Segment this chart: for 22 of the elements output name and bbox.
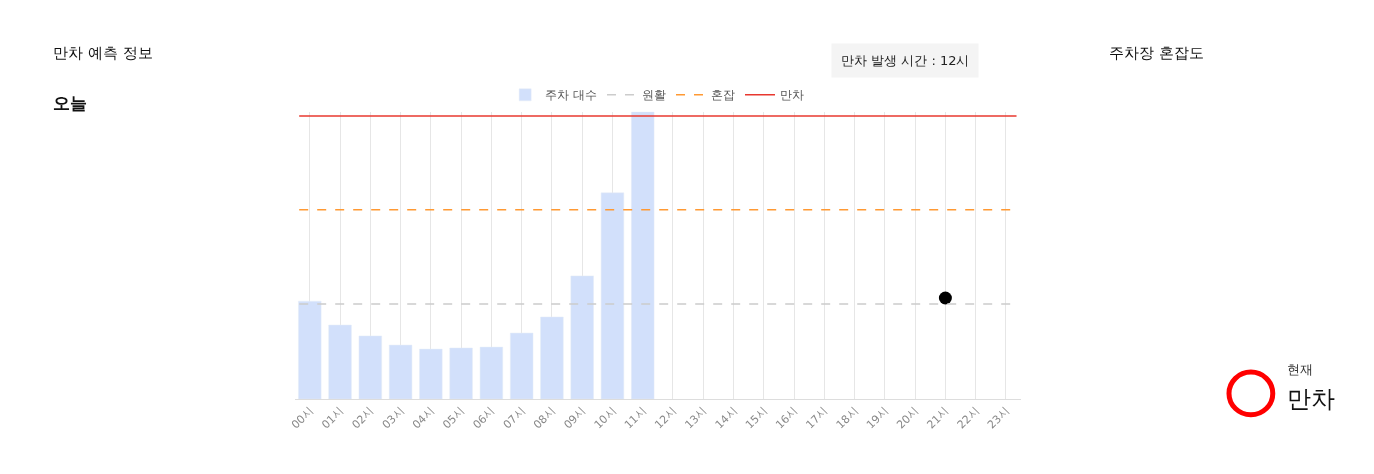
bar: [419, 348, 443, 400]
bar: [600, 192, 625, 400]
bar: [358, 335, 382, 400]
bar: [479, 346, 503, 400]
bar: [449, 347, 473, 400]
bar: [631, 111, 655, 400]
text: 오늘: [53, 93, 87, 113]
bar: [328, 324, 352, 400]
bar: [570, 275, 594, 400]
text: 만차: [1287, 385, 1335, 413]
text: 현재: [1287, 362, 1313, 377]
bar: [510, 332, 534, 400]
text: 만차 예측 정보: [53, 44, 153, 62]
bar: [298, 300, 322, 400]
legend-label: 주차 대수: [545, 88, 597, 103]
bar: [388, 344, 413, 400]
bar: [540, 316, 564, 400]
legend-label: 만차: [780, 88, 804, 103]
text: 주차장 혼잡도: [1109, 44, 1204, 62]
text: 만차 발생 시간 : 12시: [841, 53, 970, 68]
legend-label: 혼잡: [711, 88, 735, 103]
legend-label: 원활: [642, 88, 666, 103]
